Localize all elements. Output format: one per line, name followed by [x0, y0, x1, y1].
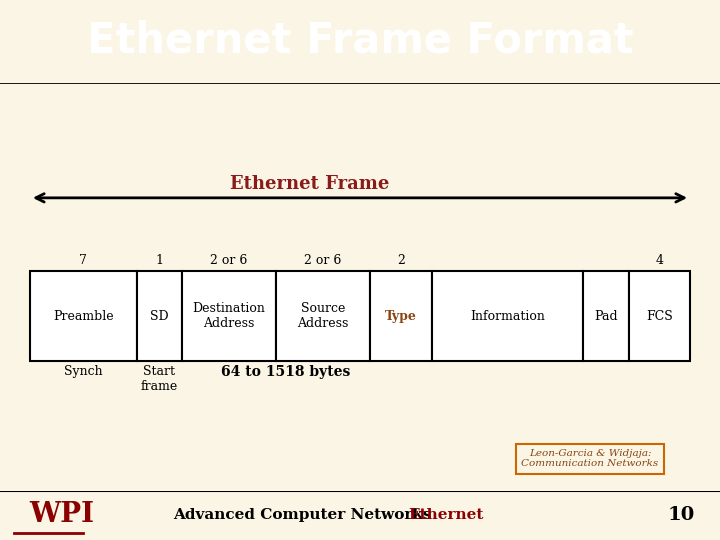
Text: 2 or 6: 2 or 6	[305, 254, 342, 267]
Text: 2 or 6: 2 or 6	[210, 254, 248, 267]
Bar	[629, 271, 690, 361]
Text: 4: 4	[655, 254, 663, 267]
Text: Pad: Pad	[594, 309, 618, 322]
Bar	[181, 271, 276, 361]
Bar	[276, 271, 370, 361]
Text: Type: Type	[385, 309, 417, 322]
Text: 64 to 1518 bytes: 64 to 1518 bytes	[221, 365, 351, 379]
Text: Ethernet Frame Format: Ethernet Frame Format	[86, 19, 634, 61]
Text: WPI: WPI	[29, 501, 94, 528]
Text: Advanced Computer Networks: Advanced Computer Networks	[173, 508, 432, 522]
Text: 10: 10	[667, 506, 695, 524]
Text: 1: 1	[155, 254, 163, 267]
Text: 7: 7	[79, 254, 87, 267]
Bar	[370, 271, 432, 361]
Bar	[432, 271, 583, 361]
Text: Leon-Garcia & Widjaja:
Communication Networks: Leon-Garcia & Widjaja: Communication Net…	[521, 449, 659, 469]
Text: Ethernet Frame: Ethernet Frame	[230, 175, 390, 193]
Text: Start
frame: Start frame	[140, 365, 178, 393]
Bar	[137, 271, 181, 361]
Text: Source
Address: Source Address	[297, 302, 348, 330]
Text: Preamble: Preamble	[53, 309, 114, 322]
Text: Information: Information	[470, 309, 545, 322]
Text: FCS: FCS	[646, 309, 672, 322]
Text: SD: SD	[150, 309, 168, 322]
Text: Ethernet: Ethernet	[409, 508, 484, 522]
Text: Destination
Address: Destination Address	[192, 302, 265, 330]
Bar	[583, 271, 629, 361]
Text: Synch: Synch	[64, 365, 103, 378]
Bar	[30, 271, 137, 361]
Text: 2: 2	[397, 254, 405, 267]
